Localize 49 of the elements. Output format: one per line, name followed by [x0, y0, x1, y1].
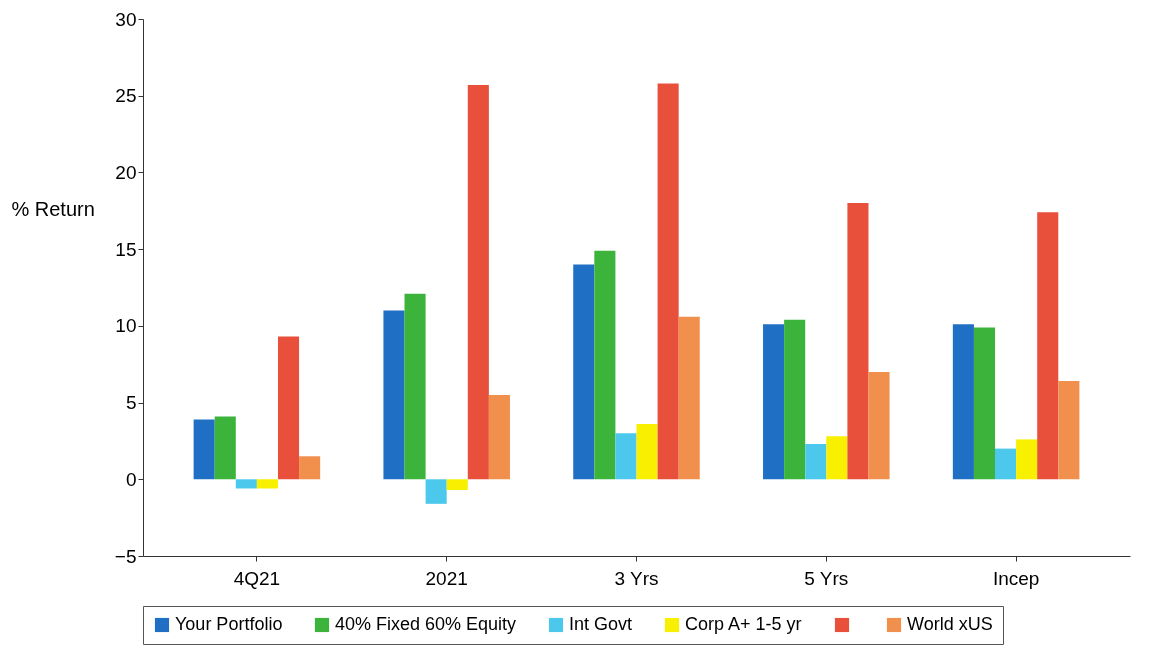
bar [1058, 381, 1080, 480]
bar [995, 448, 1017, 480]
bar [425, 479, 447, 504]
bar [404, 293, 426, 480]
bar [193, 419, 215, 480]
bar [235, 479, 257, 489]
bar [277, 336, 300, 480]
legend-label: World xUS [907, 614, 993, 634]
bar [573, 264, 595, 480]
bar [973, 327, 996, 480]
legend-label: Your Portfolio [175, 614, 283, 634]
y-tick-label: 25 [115, 85, 137, 107]
y-tick-label: 15 [115, 238, 137, 260]
bar [805, 444, 827, 480]
y-tick-label: 10 [115, 315, 137, 337]
y-tick-label: 0 [125, 468, 137, 490]
y-tick-label: 5 [125, 392, 137, 414]
legend-label: 40% Fixed 60% Equity [335, 614, 517, 634]
bar [952, 324, 974, 480]
bar [657, 83, 679, 480]
y-tick-label: 30 [115, 8, 137, 30]
x-tick-label: 3 Yrs [614, 567, 659, 589]
y-axis-title: % Return [11, 197, 95, 220]
bar [594, 250, 616, 480]
bar [383, 310, 405, 480]
x-tick-label: 5 Yrs [804, 567, 849, 589]
bar [1016, 439, 1038, 480]
x-tick-label: 2021 [425, 567, 468, 589]
bar [847, 203, 869, 480]
legend-label: Corp A+ 1-5 yr [685, 614, 802, 634]
bar [446, 479, 468, 491]
bar [488, 394, 510, 480]
bar [214, 416, 236, 480]
bar [467, 84, 489, 480]
bar [615, 433, 637, 480]
bar [784, 319, 806, 480]
x-tick-label: 4Q21 [233, 567, 281, 589]
bar [1037, 212, 1059, 480]
bar [678, 316, 700, 480]
y-tick-label: 20 [115, 161, 137, 183]
y-tick-label: −5 [114, 545, 137, 567]
x-tick-label: Incep [992, 567, 1040, 589]
bar [826, 436, 848, 480]
legend-label: Int Govt [569, 614, 633, 634]
bar [299, 456, 321, 480]
bar [868, 371, 890, 480]
bar [636, 424, 658, 480]
bar [763, 324, 785, 480]
bar [256, 479, 278, 489]
